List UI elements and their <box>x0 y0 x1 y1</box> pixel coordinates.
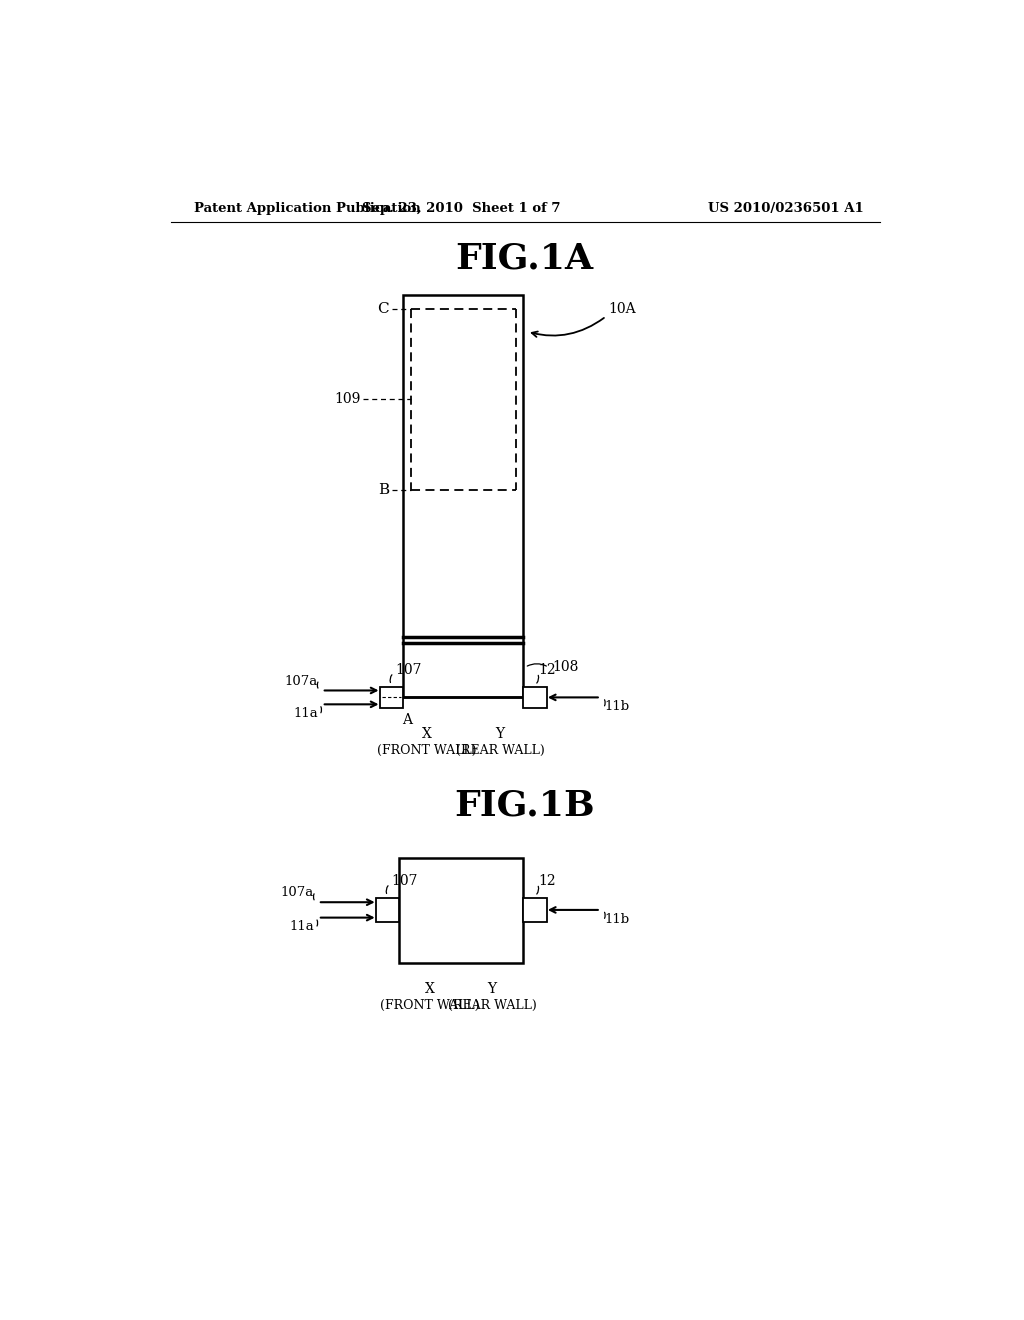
Text: 11b: 11b <box>604 912 630 925</box>
Bar <box>399 858 523 964</box>
Text: (FRONT WALL): (FRONT WALL) <box>381 999 480 1012</box>
Text: Y: Y <box>496 726 505 741</box>
Text: (FRONT WALL): (FRONT WALL) <box>377 743 476 756</box>
Text: 108: 108 <box>553 660 580 675</box>
Text: Y: Y <box>487 982 497 997</box>
Bar <box>403 296 523 697</box>
Text: (REAR WALL): (REAR WALL) <box>447 999 537 1012</box>
Text: FIG.1B: FIG.1B <box>455 788 595 822</box>
Bar <box>523 898 547 923</box>
Text: 12: 12 <box>539 663 556 677</box>
Text: 107: 107 <box>391 874 418 887</box>
Text: Patent Application Publication: Patent Application Publication <box>194 202 421 215</box>
Text: 107a: 107a <box>285 675 317 688</box>
Text: 11b: 11b <box>604 700 630 713</box>
Text: 107: 107 <box>395 663 422 677</box>
Text: US 2010/0236501 A1: US 2010/0236501 A1 <box>709 202 864 215</box>
Text: 107a: 107a <box>281 887 314 899</box>
Text: 11a: 11a <box>293 708 317 721</box>
Bar <box>380 686 403 708</box>
Text: 12: 12 <box>539 874 556 887</box>
Text: (REAR WALL): (REAR WALL) <box>456 743 545 756</box>
Text: FIG.1A: FIG.1A <box>456 242 594 276</box>
Text: X: X <box>422 726 431 741</box>
Text: 109: 109 <box>334 392 360 407</box>
Text: B: B <box>378 483 389 496</box>
Text: Sep. 23, 2010  Sheet 1 of 7: Sep. 23, 2010 Sheet 1 of 7 <box>362 202 560 215</box>
Text: X: X <box>425 982 435 997</box>
Bar <box>523 686 547 708</box>
Text: C: C <box>378 302 389 317</box>
Bar <box>376 898 399 923</box>
Text: 11a: 11a <box>289 920 314 933</box>
Text: A: A <box>402 713 412 727</box>
Text: 10A: 10A <box>608 301 636 315</box>
